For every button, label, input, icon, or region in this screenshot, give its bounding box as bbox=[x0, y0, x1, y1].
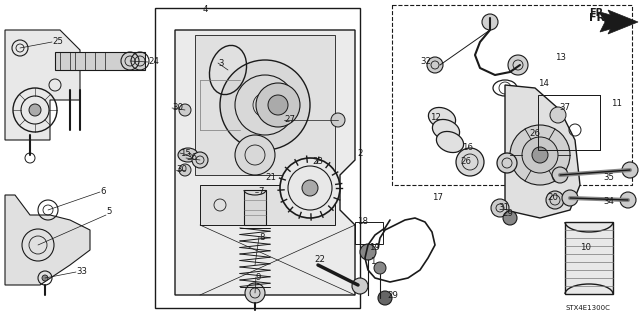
Text: FR.: FR. bbox=[589, 13, 609, 23]
Text: 1: 1 bbox=[370, 257, 376, 266]
Polygon shape bbox=[175, 30, 355, 295]
Text: 31: 31 bbox=[498, 204, 509, 212]
Circle shape bbox=[220, 60, 310, 150]
Text: 35: 35 bbox=[603, 173, 614, 182]
Text: STX4E1300C: STX4E1300C bbox=[565, 305, 610, 311]
Circle shape bbox=[562, 190, 578, 206]
Text: 25: 25 bbox=[52, 38, 63, 47]
Text: 34: 34 bbox=[603, 197, 614, 206]
Text: 36: 36 bbox=[186, 153, 197, 162]
Ellipse shape bbox=[178, 148, 198, 162]
Text: 9: 9 bbox=[256, 272, 261, 281]
Circle shape bbox=[179, 104, 191, 116]
Text: 32: 32 bbox=[420, 57, 431, 66]
Text: 22: 22 bbox=[314, 256, 325, 264]
Text: 19: 19 bbox=[369, 242, 380, 251]
Polygon shape bbox=[195, 35, 335, 175]
Circle shape bbox=[503, 211, 517, 225]
Bar bbox=[55, 52, 145, 70]
Text: 15: 15 bbox=[180, 149, 191, 158]
Text: 24: 24 bbox=[148, 57, 159, 66]
Polygon shape bbox=[608, 10, 638, 34]
Circle shape bbox=[522, 137, 558, 173]
Circle shape bbox=[374, 262, 386, 274]
Polygon shape bbox=[600, 12, 635, 32]
Text: 27: 27 bbox=[284, 115, 295, 124]
Text: 20: 20 bbox=[547, 192, 558, 202]
Text: 4: 4 bbox=[203, 5, 209, 14]
Circle shape bbox=[192, 152, 208, 168]
Circle shape bbox=[427, 57, 443, 73]
Text: 30: 30 bbox=[172, 103, 183, 113]
Circle shape bbox=[360, 244, 376, 260]
Bar bbox=[230, 188, 285, 290]
Text: 3: 3 bbox=[218, 58, 223, 68]
Circle shape bbox=[235, 135, 275, 175]
Text: 12: 12 bbox=[430, 114, 441, 122]
Bar bbox=[155, 8, 360, 308]
Polygon shape bbox=[505, 85, 580, 218]
Text: 21: 21 bbox=[265, 174, 276, 182]
Circle shape bbox=[456, 148, 484, 176]
Text: 16: 16 bbox=[462, 144, 473, 152]
Circle shape bbox=[179, 164, 191, 176]
Text: 11: 11 bbox=[611, 99, 622, 108]
Text: FR.: FR. bbox=[589, 8, 607, 18]
Polygon shape bbox=[5, 30, 80, 140]
Circle shape bbox=[245, 283, 265, 303]
Bar bbox=[392, 5, 632, 185]
Bar bbox=[538, 95, 600, 150]
Text: 26: 26 bbox=[529, 129, 540, 137]
Text: 30: 30 bbox=[176, 166, 187, 174]
Circle shape bbox=[378, 291, 392, 305]
Circle shape bbox=[491, 199, 509, 217]
Circle shape bbox=[620, 192, 636, 208]
Circle shape bbox=[508, 55, 528, 75]
Text: 29: 29 bbox=[502, 209, 513, 218]
Circle shape bbox=[532, 147, 548, 163]
Text: 7: 7 bbox=[258, 188, 264, 197]
Circle shape bbox=[552, 167, 568, 183]
Ellipse shape bbox=[436, 131, 463, 152]
Bar bbox=[244, 190, 266, 225]
Text: 33: 33 bbox=[76, 268, 87, 277]
Circle shape bbox=[29, 104, 41, 116]
Ellipse shape bbox=[433, 119, 460, 141]
Bar bbox=[538, 95, 600, 150]
Text: 37: 37 bbox=[559, 103, 570, 113]
Text: 6: 6 bbox=[100, 188, 106, 197]
Text: 18: 18 bbox=[357, 218, 368, 226]
Circle shape bbox=[546, 191, 564, 209]
Circle shape bbox=[302, 180, 318, 196]
Text: 8: 8 bbox=[259, 233, 264, 241]
Text: 23: 23 bbox=[312, 158, 323, 167]
Bar bbox=[355, 222, 383, 244]
Text: 10: 10 bbox=[580, 243, 591, 253]
Polygon shape bbox=[200, 185, 335, 225]
Circle shape bbox=[482, 14, 498, 30]
Circle shape bbox=[622, 162, 638, 178]
Circle shape bbox=[331, 113, 345, 127]
Text: 5: 5 bbox=[106, 207, 111, 217]
Text: 14: 14 bbox=[538, 78, 549, 87]
Text: 17: 17 bbox=[432, 194, 443, 203]
Circle shape bbox=[256, 83, 300, 127]
Text: 2: 2 bbox=[357, 150, 362, 159]
Circle shape bbox=[280, 158, 340, 218]
Circle shape bbox=[42, 275, 48, 281]
Bar bbox=[565, 222, 613, 294]
Ellipse shape bbox=[428, 108, 456, 129]
Text: 29: 29 bbox=[387, 292, 398, 300]
Circle shape bbox=[352, 278, 368, 294]
Text: 26: 26 bbox=[460, 157, 471, 166]
Circle shape bbox=[497, 153, 517, 173]
Circle shape bbox=[510, 125, 570, 185]
Circle shape bbox=[268, 95, 288, 115]
Polygon shape bbox=[5, 195, 90, 285]
Circle shape bbox=[550, 107, 566, 123]
Text: 13: 13 bbox=[555, 54, 566, 63]
